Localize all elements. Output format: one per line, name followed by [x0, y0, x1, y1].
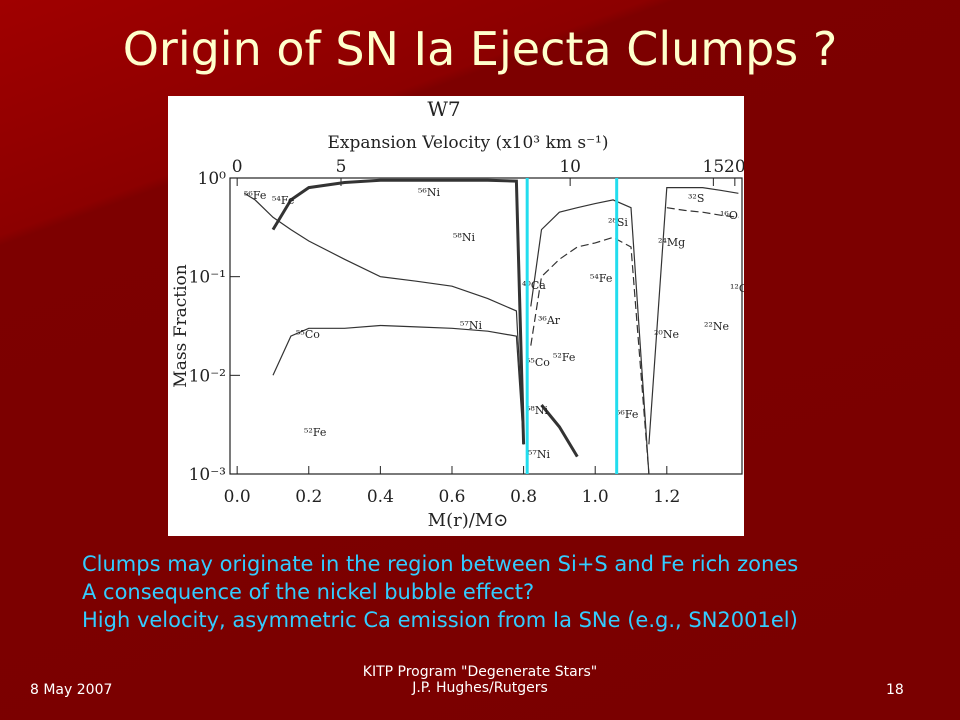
annotation: ⁵⁴Fe [590, 272, 612, 285]
bullet-list: Clumps may originate in the region betwe… [82, 550, 798, 634]
footer-page: 18 [886, 682, 904, 698]
series-label: ⁵⁸Ni [453, 231, 475, 244]
series-line [272, 324, 525, 445]
figure: W7 Expansion Velocity (x10³ km s⁻¹) M(r)/M… [168, 96, 747, 536]
footer-date: 8 May 2007 [30, 682, 113, 698]
annotation: ²²Ne [704, 320, 729, 333]
annotation: ⁵⁸Ni [526, 404, 548, 417]
x-tick-label: 0.0 [224, 487, 251, 507]
x-tick-label: 0.4 [367, 487, 394, 507]
series-line [271, 178, 579, 458]
top-tick-label: 5 [336, 157, 347, 177]
series-label: ¹⁶O [720, 209, 738, 222]
chart: W7 Expansion Velocity (x10³ km s⁻¹) M(r)/M… [171, 97, 747, 531]
top-tick-label: 10 [559, 157, 581, 177]
series-line [666, 207, 739, 218]
footer-center: KITP Program "Degenerate Stars" J.P. Hug… [330, 664, 630, 696]
annotation: ²⁴Mg [658, 236, 685, 249]
y-tick-label: 10⁻³ [189, 465, 226, 485]
top-tick-label: 20 [724, 157, 744, 177]
annotation: ⁵⁶Fe [616, 408, 638, 421]
footer-line: KITP Program "Degenerate Stars" [362, 664, 598, 680]
top-tick-label: 15 [703, 157, 725, 177]
annotation: ⁴⁰Ca [522, 279, 546, 292]
series-line [530, 199, 650, 475]
series-line [648, 187, 739, 445]
y-tick-label: 10⁻² [189, 366, 226, 386]
bullet: Clumps may originate in the region betwe… [82, 552, 799, 576]
series-label: ⁵⁶Ni [418, 186, 440, 199]
series-line [530, 236, 650, 475]
annotation: ⁵²Fe [553, 351, 575, 364]
plot-frame [229, 177, 743, 475]
bullet: High velocity, asymmetric Ca emission fr… [82, 608, 798, 632]
x-tick-label: 1.2 [653, 487, 680, 507]
annotation: ⁵⁵Co [526, 356, 550, 369]
x-tick-label: 1.0 [582, 487, 609, 507]
annotation: ⁵⁴Fe [272, 194, 294, 207]
y-tick-label: 10⁻¹ [189, 268, 226, 288]
series-label: ¹²C [730, 282, 744, 295]
series-label: ³²S [688, 192, 704, 205]
series-line [243, 192, 525, 445]
y-tick-label: 10⁰ [198, 169, 227, 189]
chart-title: W7 [427, 97, 460, 121]
top-axis-label: Expansion Velocity (x10³ km s⁻¹) [328, 133, 609, 153]
annotation: ³⁶Ar [538, 314, 561, 327]
x-tick-label: 0.6 [438, 487, 465, 507]
annotation: ⁵²Fe [304, 426, 326, 439]
slide-title: Origin of SN Ia Ejecta Clumps ? [122, 22, 838, 76]
top-tick-label: 0 [232, 157, 243, 177]
annotation: ⁵⁵Co [296, 328, 320, 341]
series-label: ⁵⁷Ni [460, 319, 482, 332]
x-axis-label: M(r)/M⊙ [428, 510, 509, 531]
y-axis-label: Mass Fraction [171, 264, 191, 387]
footer-line: J.P. Hughes/Rutgers [412, 680, 548, 696]
annotation: ⁵⁶Fe [244, 189, 266, 202]
x-tick-label: 0.8 [510, 487, 537, 507]
x-tick-label: 0.2 [295, 487, 322, 507]
annotation: ⁵⁷Ni [528, 448, 550, 461]
bullet: A consequence of the nickel bubble effec… [82, 580, 535, 604]
annotation: ²⁰Ne [654, 328, 679, 341]
